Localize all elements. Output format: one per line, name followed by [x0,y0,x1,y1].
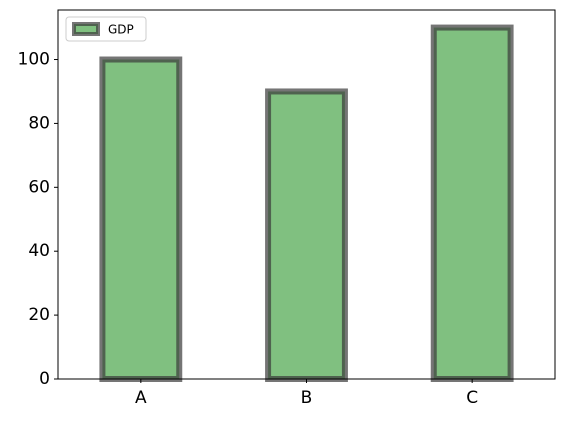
x-tick-label: B [301,388,313,408]
x-tick-label: A [135,388,147,408]
bar [99,56,183,383]
legend-label: GDP [108,23,134,37]
legend: GDP [65,16,147,42]
y-tick-label: 0 [39,369,50,389]
bar [265,88,348,382]
y-tick-label: 40 [28,241,50,261]
bar [430,24,514,382]
y-tick-label: 20 [28,305,50,325]
y-tick-label: 100 [18,50,50,70]
legend-swatch [72,22,100,36]
y-tick-label: 60 [28,177,50,197]
x-tick-label: C [466,388,478,408]
y-tick-label: 80 [28,113,50,133]
